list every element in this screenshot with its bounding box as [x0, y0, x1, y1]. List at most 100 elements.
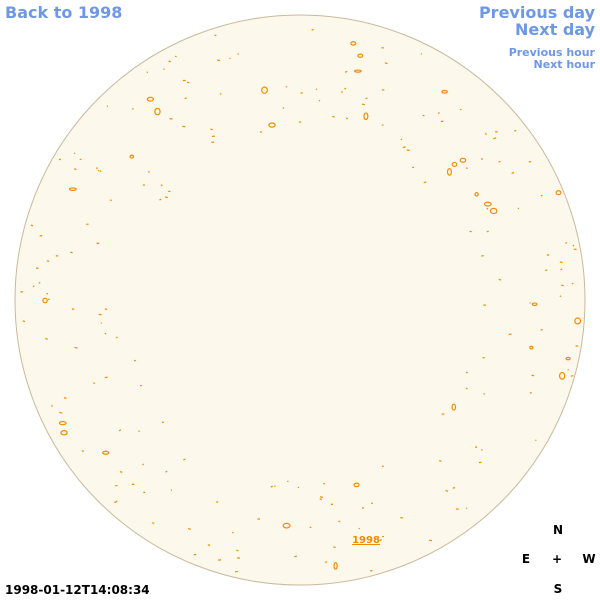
- contour: [561, 284, 564, 287]
- contour: [350, 41, 357, 46]
- contour: [345, 117, 349, 120]
- contour: [70, 251, 73, 254]
- contour: [441, 89, 448, 94]
- contour: [559, 295, 562, 298]
- previous-hour-link[interactable]: Previous hour: [508, 46, 595, 59]
- contour: [318, 99, 321, 102]
- contour: [115, 336, 118, 339]
- contour: [165, 470, 168, 473]
- contour: [574, 317, 582, 325]
- contour: [129, 154, 135, 159]
- contour: [274, 485, 276, 487]
- contour: [459, 108, 462, 111]
- contour: [344, 87, 347, 90]
- contour: [63, 397, 67, 399]
- contour: [344, 70, 348, 73]
- year-label[interactable]: 1998: [352, 535, 380, 546]
- contour: [187, 527, 191, 530]
- contour: [483, 201, 492, 207]
- contour: [459, 157, 467, 163]
- contour: [118, 429, 122, 432]
- contour: [559, 261, 563, 264]
- contour: [484, 132, 487, 135]
- next-hour-link[interactable]: Next hour: [533, 58, 596, 71]
- contour: [311, 28, 314, 31]
- contour: [572, 244, 575, 247]
- contour: [451, 403, 457, 411]
- next-day-link[interactable]: Next day: [515, 20, 595, 39]
- contour: [486, 207, 489, 210]
- contour: [282, 107, 285, 109]
- contour: [282, 522, 291, 529]
- contour: [261, 86, 268, 94]
- contour: [486, 230, 489, 233]
- contour: [357, 53, 364, 58]
- contour: [20, 290, 24, 293]
- contour: [545, 269, 548, 272]
- contour: [465, 507, 468, 510]
- contour: [300, 92, 303, 94]
- contour: [498, 160, 501, 163]
- contour: [565, 242, 568, 244]
- contour: [163, 68, 165, 71]
- contour: [142, 463, 145, 466]
- contour: [531, 302, 538, 307]
- contour: [498, 278, 502, 281]
- contour: [58, 158, 61, 161]
- contour: [565, 356, 571, 361]
- contour: [332, 115, 335, 118]
- contour: [164, 196, 168, 199]
- contour: [511, 171, 515, 174]
- contour: [451, 161, 458, 168]
- contour: [540, 194, 543, 197]
- contour: [446, 167, 453, 176]
- contour: [119, 471, 123, 473]
- contour: [115, 500, 118, 503]
- contour: [493, 137, 497, 140]
- contour: [236, 549, 239, 552]
- contour: [270, 485, 273, 488]
- contour: [483, 393, 486, 395]
- compass-north: N: [552, 523, 564, 537]
- contour: [555, 190, 562, 196]
- contour: [154, 107, 161, 116]
- contours: [20, 28, 582, 573]
- compass-east: E: [521, 552, 531, 566]
- contour: [39, 234, 43, 237]
- contour: [325, 561, 328, 564]
- contour: [508, 333, 512, 336]
- contour: [22, 320, 26, 323]
- contour: [560, 268, 563, 271]
- contour: [174, 55, 177, 58]
- contour: [531, 374, 535, 377]
- contour: [384, 62, 388, 65]
- contour: [147, 170, 150, 173]
- contour: [146, 96, 155, 102]
- contour: [514, 129, 517, 132]
- contour: [183, 458, 186, 461]
- timestamp: 1998-01-12T14:08:34: [5, 583, 150, 597]
- contour: [354, 69, 362, 73]
- contour: [104, 308, 108, 311]
- contour: [363, 112, 369, 121]
- contour: [93, 382, 96, 385]
- contour: [439, 459, 442, 462]
- contour: [38, 281, 41, 284]
- contour: [215, 501, 219, 503]
- contour: [229, 57, 231, 60]
- contour: [99, 170, 102, 172]
- contour: [45, 337, 48, 340]
- contour: [319, 496, 324, 499]
- contour: [440, 120, 444, 123]
- contour: [79, 158, 82, 161]
- contour: [361, 506, 365, 509]
- contour: [169, 117, 173, 120]
- back-link[interactable]: Back to 1998: [5, 3, 123, 22]
- contour: [268, 122, 276, 128]
- contour: [32, 285, 35, 288]
- previous-day-link[interactable]: Previous day: [478, 3, 595, 22]
- contour: [42, 297, 48, 304]
- contour: [402, 146, 406, 149]
